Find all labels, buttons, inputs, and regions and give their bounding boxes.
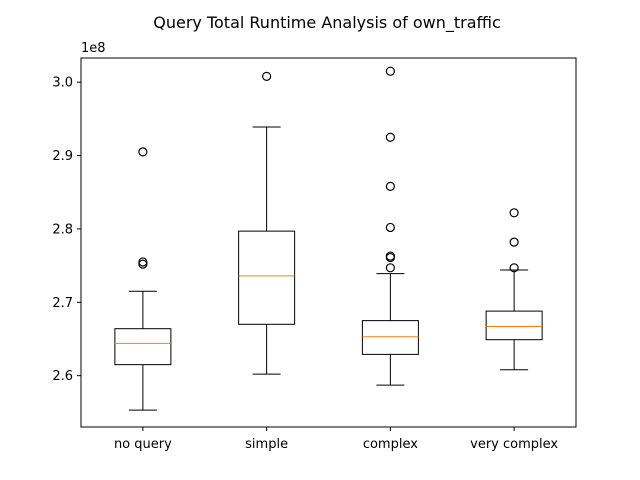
outlier-point bbox=[138, 147, 148, 157]
outlier-point bbox=[509, 237, 519, 247]
outlier-point bbox=[385, 132, 395, 142]
outlier-point bbox=[385, 251, 395, 261]
box-iqr bbox=[238, 230, 296, 325]
box-iqr bbox=[485, 310, 543, 341]
outlier-point bbox=[138, 257, 148, 267]
outlier-point bbox=[509, 208, 519, 218]
x-tick-label: no query bbox=[114, 437, 172, 452]
y-axis-offset-label: 1e8 bbox=[81, 41, 106, 56]
y-tick-label: 2.8 bbox=[52, 222, 73, 237]
outlier-point bbox=[385, 222, 395, 233]
plot-area: 2.6 2.7 2.8 2.9 3.0 no query simple complex very… bbox=[52, 57, 577, 452]
outlier-point bbox=[262, 71, 272, 81]
plot-frame bbox=[80, 57, 577, 428]
box-iqr bbox=[361, 320, 419, 355]
outlier-point bbox=[385, 181, 395, 191]
y-tick-label: 2.9 bbox=[52, 149, 73, 164]
x-tick-label: simple bbox=[245, 437, 288, 452]
chart-title: Query Total Runtime Analysis of own_traf… bbox=[153, 13, 501, 33]
outlier-point bbox=[385, 66, 395, 76]
y-tick-label: 3.0 bbox=[52, 76, 73, 91]
y-tick-label: 2.6 bbox=[52, 369, 73, 384]
box-iqr bbox=[114, 328, 172, 366]
outlier-point bbox=[509, 263, 519, 273]
x-tick-label: very complex bbox=[470, 437, 558, 452]
outlier-point bbox=[385, 263, 395, 273]
y-tick-label: 2.7 bbox=[52, 296, 73, 311]
x-tick-label: complex bbox=[363, 437, 418, 452]
